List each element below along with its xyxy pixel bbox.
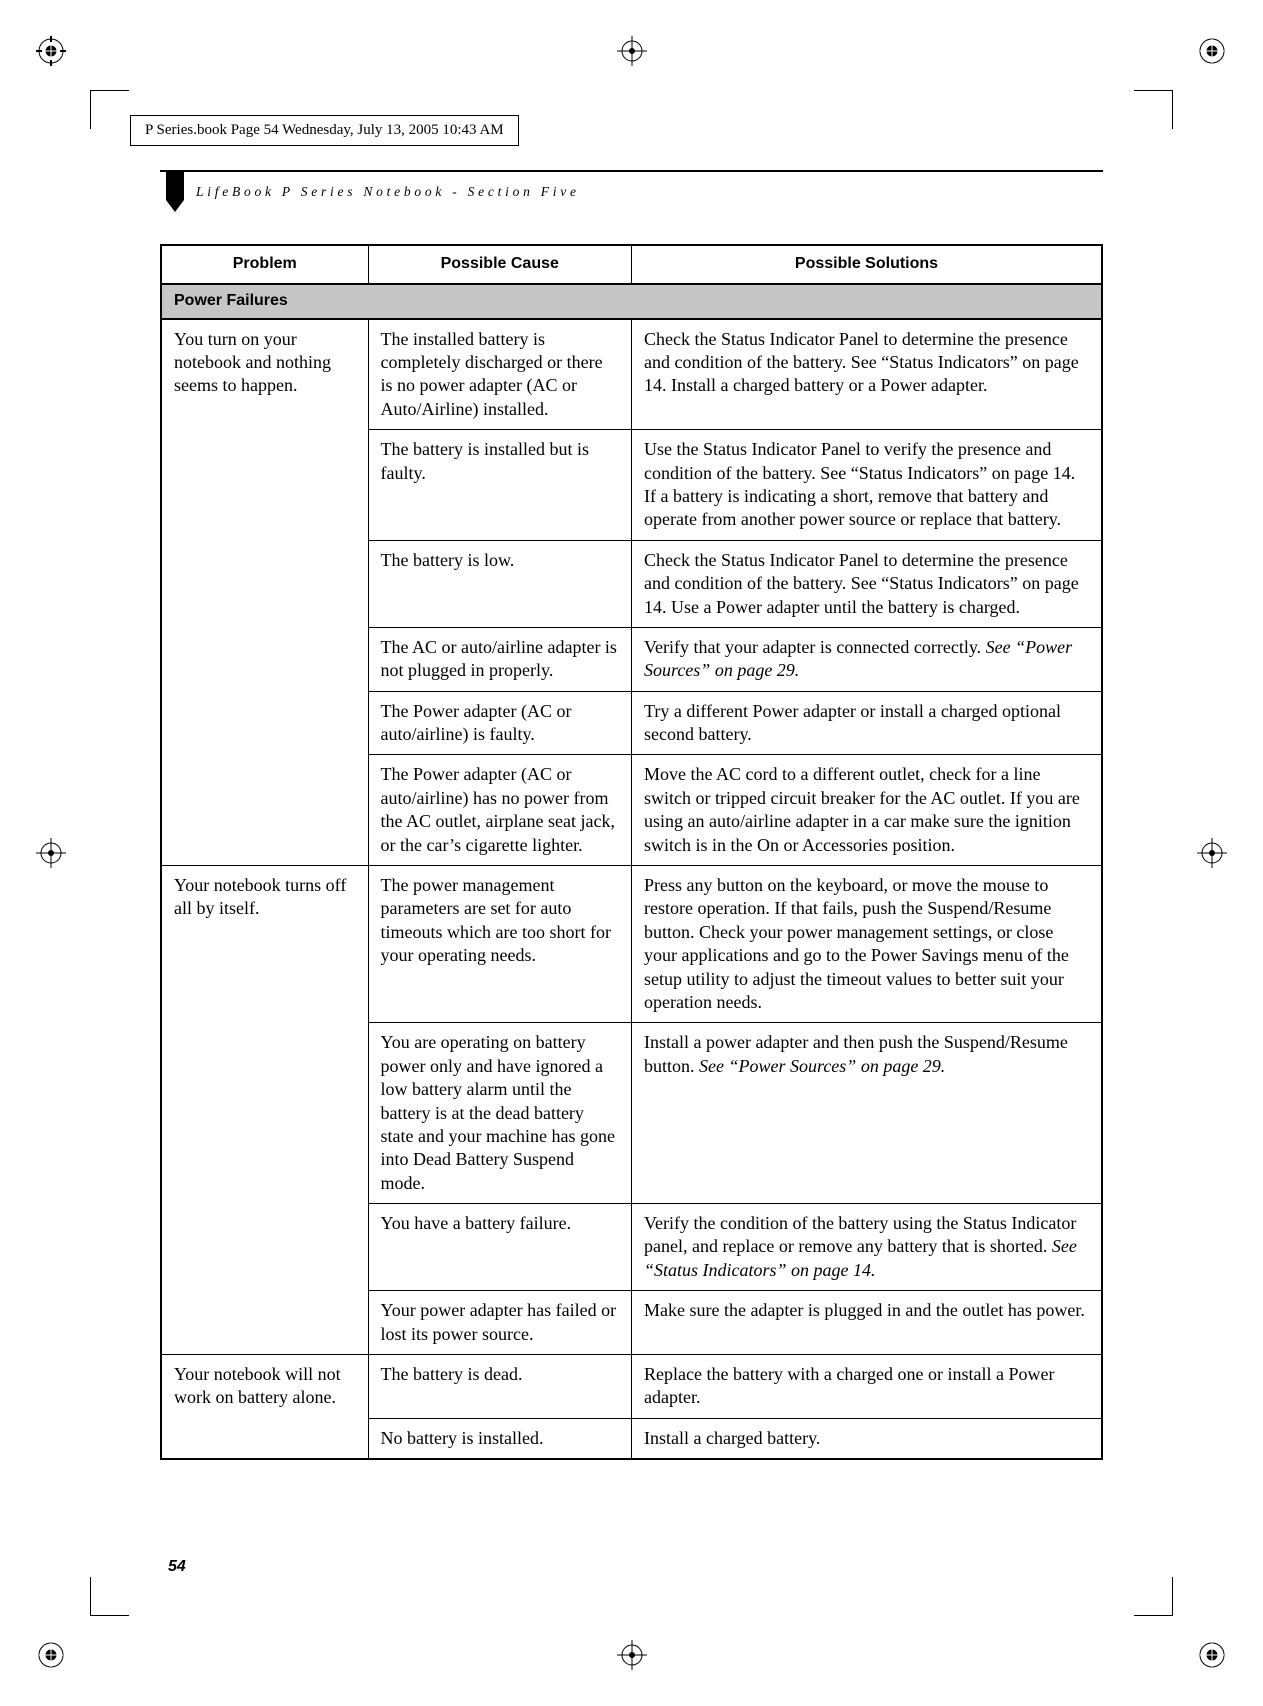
troubleshooting-table: Problem Possible Cause Possible Solution… <box>160 244 1103 1460</box>
cause-cell: No battery is installed. <box>368 1418 631 1459</box>
solution-cell: Check the Status Indicator Panel to dete… <box>631 319 1102 430</box>
solution-cell: Replace the battery with a charged one o… <box>631 1355 1102 1419</box>
registration-mark-icon <box>36 1640 66 1670</box>
trim-mark-icon <box>1134 90 1173 129</box>
section-title: Power Failures <box>161 284 1102 319</box>
solution-cell: Install a power adapter and then push th… <box>631 1023 1102 1204</box>
table-row: Your notebook will not work on battery a… <box>161 1355 1102 1419</box>
cause-cell: The power management parameters are set … <box>368 866 631 1023</box>
solution-cell: Install a charged battery. <box>631 1418 1102 1459</box>
problem-cell: Your notebook will not work on battery a… <box>161 1355 368 1460</box>
cause-cell: You are operating on battery power only … <box>368 1023 631 1204</box>
cause-cell: The battery is installed but is faulty. <box>368 430 631 541</box>
solution-cell: Move the AC cord to a different outlet, … <box>631 755 1102 866</box>
table-row: Your notebook turns off all by itself.Th… <box>161 866 1102 1023</box>
running-header: P Series.book Page 54 Wednesday, July 13… <box>130 115 519 146</box>
solution-cell: Verify the condition of the battery usin… <box>631 1204 1102 1291</box>
column-header-solution: Possible Solutions <box>631 245 1102 284</box>
table-header: Problem Possible Cause Possible Solution… <box>161 245 1102 284</box>
registration-mark-icon <box>36 36 66 66</box>
section-header: LifeBook P Series Notebook - Section Fiv… <box>196 184 580 200</box>
cause-cell: The battery is dead. <box>368 1355 631 1419</box>
registration-mark-icon <box>617 1640 647 1670</box>
cause-cell: The Power adapter (AC or auto/airline) i… <box>368 691 631 755</box>
solution-cell: Check the Status Indicator Panel to dete… <box>631 540 1102 627</box>
section-row: Power Failures <box>161 284 1102 319</box>
registration-mark-icon <box>1197 36 1227 66</box>
column-header-cause: Possible Cause <box>368 245 631 284</box>
header-rule <box>160 170 1103 172</box>
content-area: LifeBook P Series Notebook - Section Fiv… <box>160 170 1103 1460</box>
cause-cell: You have a battery failure. <box>368 1204 631 1291</box>
running-header-text: P Series.book Page 54 Wednesday, July 13… <box>145 122 504 138</box>
registration-mark-icon <box>1197 838 1227 868</box>
cause-cell: Your power adapter has failed or lost it… <box>368 1291 631 1355</box>
registration-mark-icon <box>36 838 66 868</box>
table-body: Power FailuresYou turn on your notebook … <box>161 284 1102 1459</box>
table-row: You turn on your notebook and nothing se… <box>161 319 1102 430</box>
solution-cell: Make sure the adapter is plugged in and … <box>631 1291 1102 1355</box>
cause-cell: The Power adapter (AC or auto/airline) h… <box>368 755 631 866</box>
solution-cell: Verify that your adapter is connected co… <box>631 627 1102 691</box>
trim-mark-icon <box>1134 1577 1173 1616</box>
solution-cell: Press any button on the keyboard, or mov… <box>631 866 1102 1023</box>
cause-cell: The installed battery is completely disc… <box>368 319 631 430</box>
header-tab-icon <box>166 170 184 212</box>
problem-cell: Your notebook turns off all by itself. <box>161 866 368 1355</box>
page: P Series.book Page 54 Wednesday, July 13… <box>0 0 1263 1706</box>
trim-mark-icon <box>90 90 129 129</box>
problem-cell: You turn on your notebook and nothing se… <box>161 319 368 866</box>
registration-mark-icon <box>1197 1640 1227 1670</box>
page-number: 54 <box>168 1558 186 1576</box>
registration-mark-icon <box>617 36 647 66</box>
cause-cell: The AC or auto/airline adapter is not pl… <box>368 627 631 691</box>
trim-mark-icon <box>90 1577 129 1616</box>
solution-cell: Use the Status Indicator Panel to verify… <box>631 430 1102 541</box>
cause-cell: The battery is low. <box>368 540 631 627</box>
solution-cell: Try a different Power adapter or install… <box>631 691 1102 755</box>
page-header: LifeBook P Series Notebook - Section Fiv… <box>160 170 1103 230</box>
column-header-problem: Problem <box>161 245 368 284</box>
